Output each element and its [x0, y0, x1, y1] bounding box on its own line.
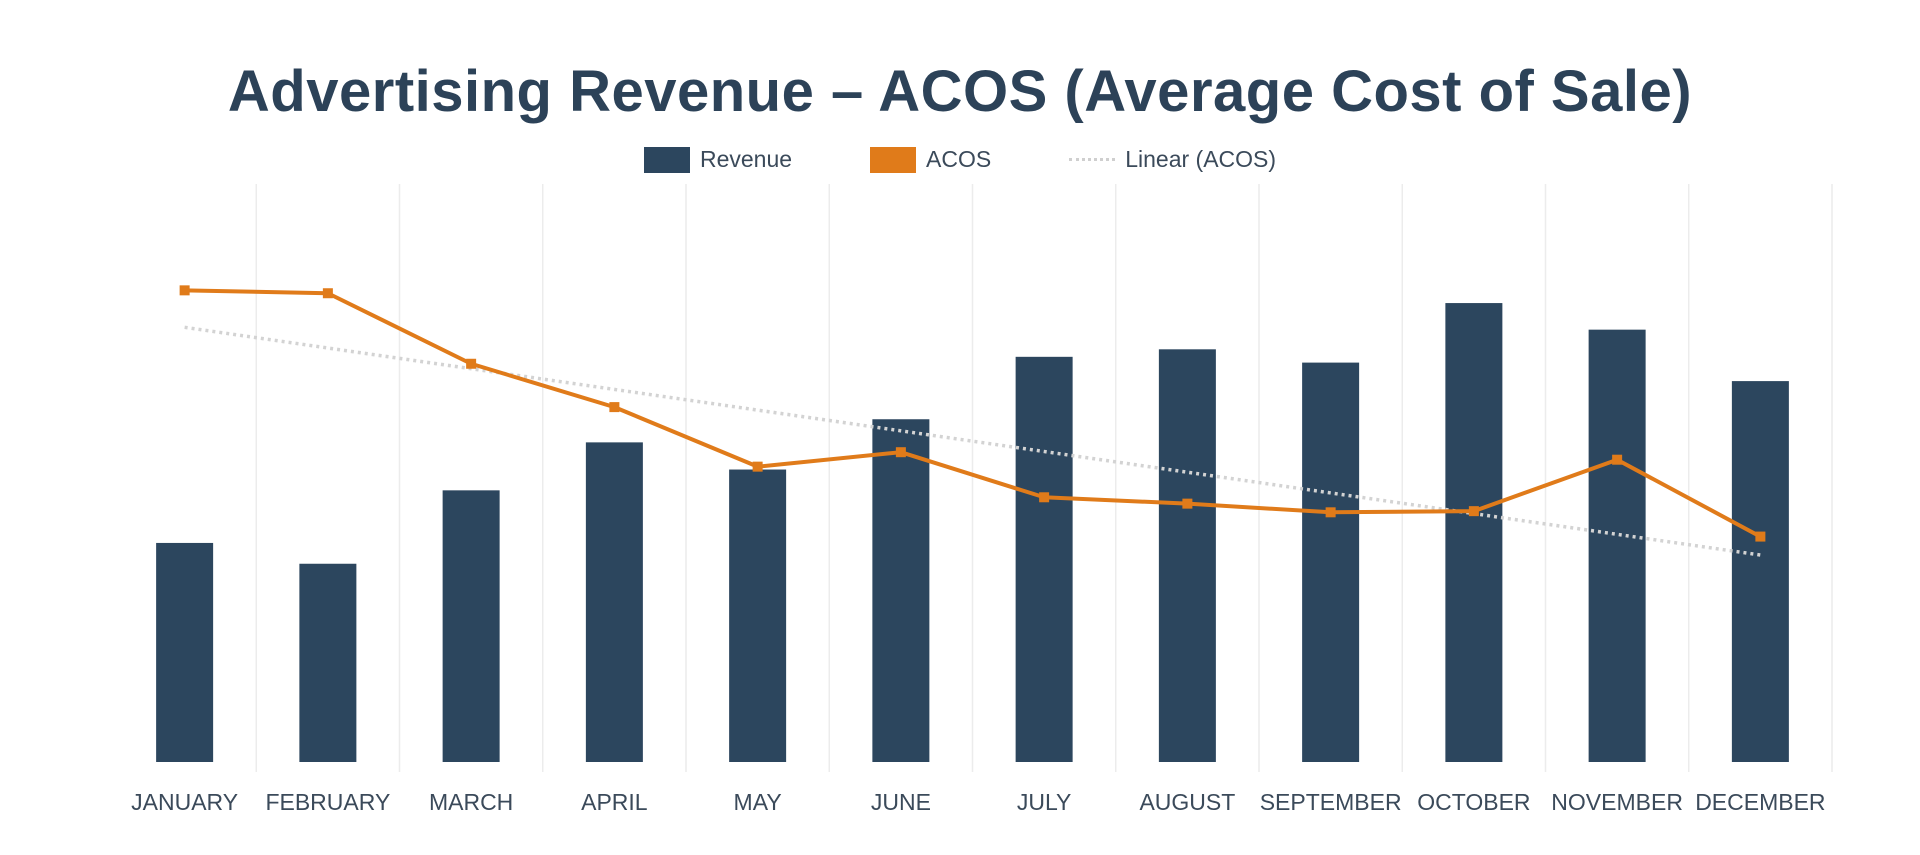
legend-label-acos: ACOS — [926, 146, 992, 172]
line-acos — [184, 288, 1762, 539]
legend-swatch-trendline — [1069, 158, 1116, 161]
marker-acos-june — [895, 447, 906, 458]
bar-revenue-february — [299, 563, 357, 762]
x-tick-label: NOVEMBER — [1551, 789, 1683, 815]
x-tick-label: SEPTEMBER — [1260, 789, 1402, 815]
x-tick-label: MAY — [734, 789, 782, 815]
bar-revenue-november — [1588, 329, 1646, 762]
marker-acos-may — [752, 461, 763, 472]
legend-item-trendline: Linear (ACOS) — [1069, 146, 1276, 173]
legend-item-acos: ACOS — [870, 146, 991, 173]
legend: Revenue ACOS Linear (ACOS) — [0, 146, 1920, 173]
chart-title: Advertising Revenue – ACOS (Average Cost… — [227, 59, 1693, 124]
bar-revenue-april — [585, 442, 643, 762]
x-tick-label: AUGUST — [1139, 789, 1235, 815]
x-tick-label: JULY — [1017, 789, 1072, 815]
legend-swatch-revenue — [643, 146, 690, 173]
marker-acos-september — [1325, 507, 1336, 518]
bar-revenue-july — [1015, 356, 1073, 762]
legend-swatch-acos — [870, 146, 917, 173]
legend-label-trendline: Linear (ACOS) — [1125, 146, 1277, 172]
x-tick-label: MARCH — [429, 789, 513, 815]
x-tick-label: APRIL — [581, 789, 648, 815]
marker-acos-october — [1468, 506, 1479, 517]
marker-acos-february — [322, 288, 333, 299]
bar-revenue-october — [1445, 303, 1503, 762]
bar-revenue-august — [1158, 349, 1216, 762]
x-tick-label: FEBRUARY — [265, 789, 390, 815]
x-tick-label: OCTOBER — [1417, 789, 1530, 815]
marker-acos-november — [1612, 454, 1623, 465]
bar-revenue-december — [1731, 381, 1789, 762]
x-tick-label: JANUARY — [131, 789, 238, 815]
marker-acos-april — [609, 402, 620, 413]
bar-revenue-may — [729, 469, 787, 762]
marker-acos-march — [466, 358, 477, 369]
marker-acos-december — [1755, 531, 1766, 542]
legend-label-revenue: Revenue — [699, 146, 793, 172]
bar-revenue-june — [872, 419, 930, 762]
marker-acos-july — [1039, 492, 1050, 503]
bar-revenue-january — [156, 542, 214, 762]
legend-item-revenue: Revenue — [643, 146, 793, 173]
bar-revenue-september — [1302, 362, 1360, 762]
marker-acos-august — [1182, 498, 1193, 509]
marker-acos-january — [179, 285, 190, 296]
x-tick-label: DECEMBER — [1695, 789, 1825, 815]
bar-revenue-march — [442, 490, 500, 762]
x-tick-label: JUNE — [871, 789, 931, 815]
